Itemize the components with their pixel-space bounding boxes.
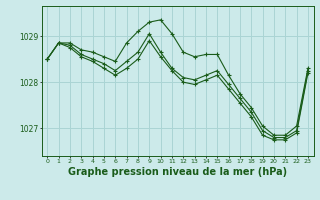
X-axis label: Graphe pression niveau de la mer (hPa): Graphe pression niveau de la mer (hPa) (68, 167, 287, 177)
